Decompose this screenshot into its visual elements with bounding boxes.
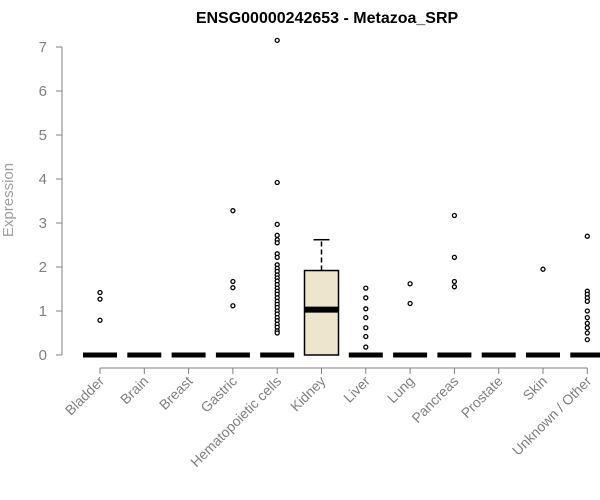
outlier-point — [274, 330, 280, 336]
x-tick-label: Kidney — [287, 373, 329, 415]
y-tick-label: 3 — [39, 215, 47, 232]
outlier-point — [97, 289, 103, 296]
y-tick-label: 0 — [39, 347, 47, 364]
outlier-point — [584, 330, 590, 336]
outlier-point — [274, 232, 280, 238]
outlier-point — [363, 314, 369, 321]
box-iqr — [303, 269, 340, 356]
outlier-point — [451, 284, 458, 290]
outlier-point — [540, 266, 546, 272]
x-tick-label: Prostate — [458, 373, 506, 421]
y-axis-title: Expression — [0, 163, 17, 237]
outlier-point — [274, 240, 280, 246]
outlier-point — [230, 208, 236, 214]
outlier-point — [230, 278, 236, 285]
outlier-point — [451, 278, 458, 285]
outlier-point — [584, 298, 590, 304]
outlier-point — [97, 296, 103, 302]
y-tick-label: 6 — [39, 83, 47, 100]
outlier-point — [584, 320, 590, 326]
outlier-point — [363, 344, 369, 350]
y-tick-label: 2 — [39, 259, 47, 276]
outlier-point — [363, 325, 369, 331]
outlier-point — [230, 285, 236, 291]
x-tick-label: Bladder — [62, 373, 108, 419]
x-tick-label: Skin — [520, 373, 551, 404]
x-tick-label: Liver — [340, 373, 373, 406]
outlier-point — [363, 295, 369, 301]
x-tick-label: Lung — [384, 373, 417, 406]
outlier-point — [584, 308, 590, 314]
outlier-point — [363, 333, 369, 340]
outlier-point — [274, 254, 280, 260]
y-tick-label: 1 — [39, 303, 47, 320]
outlier-point — [274, 179, 280, 186]
y-tick-label: 7 — [39, 39, 47, 56]
outlier-point — [584, 336, 590, 343]
outlier-point — [451, 254, 458, 260]
x-tick-label: Pancreas — [408, 373, 461, 426]
outlier-point — [584, 314, 590, 321]
outlier-point — [363, 306, 369, 312]
outlier-point — [274, 37, 280, 44]
outlier-point — [584, 233, 590, 239]
x-tick-label: Brain — [117, 373, 151, 407]
x-tick-label: Unknown / Other — [509, 373, 595, 459]
outlier-point — [451, 212, 458, 219]
chart-title: ENSG00000242653 - Metazoa_SRP — [196, 10, 459, 27]
outlier-point — [97, 317, 103, 323]
outlier-point — [407, 300, 413, 307]
outlier-point — [407, 281, 413, 287]
y-tick-label: 4 — [39, 171, 47, 188]
x-tick-label: Gastric — [197, 373, 240, 416]
outlier-point — [274, 221, 280, 227]
outlier-point — [584, 325, 590, 331]
y-tick-label: 5 — [39, 127, 47, 144]
outlier-point — [230, 303, 236, 309]
x-tick-label: Breast — [156, 373, 196, 413]
outlier-point — [363, 285, 369, 291]
